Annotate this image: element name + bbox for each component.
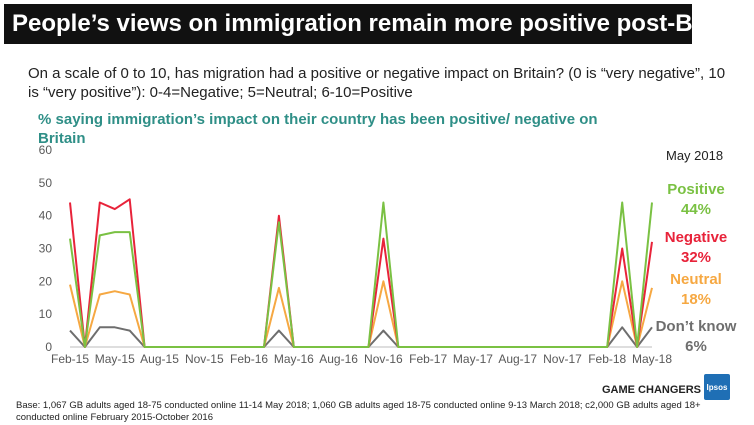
positive-callout: Positive 44% xyxy=(636,180,754,220)
x-tick-label: Nov-16 xyxy=(364,352,403,366)
y-tick-label: 0 xyxy=(45,340,52,354)
x-tick-label: May-17 xyxy=(453,352,493,366)
series-line-don-t-know xyxy=(69,326,653,348)
series-line-neutral xyxy=(69,280,653,348)
neutral-callout-value: 18% xyxy=(680,291,712,308)
x-tick-label: Feb-18 xyxy=(588,352,626,366)
y-tick-label: 10 xyxy=(39,307,53,321)
chart-title: % saying immigration’s impact on their c… xyxy=(38,111,598,147)
y-tick-label: 40 xyxy=(39,209,53,223)
series-line-positive xyxy=(69,201,653,348)
x-tick-label: Feb-17 xyxy=(409,352,447,366)
x-tick-label: Feb-15 xyxy=(51,352,89,366)
negative-callout-label: Negative xyxy=(664,229,728,246)
dont-know-callout-label: Don’t know xyxy=(655,318,737,335)
y-tick-label: 30 xyxy=(39,242,53,256)
x-tick-label: May-16 xyxy=(274,352,314,366)
y-tick-label: 60 xyxy=(39,143,53,157)
x-tick-label: May-18 xyxy=(632,352,672,366)
x-tick-label: Nov-17 xyxy=(543,352,582,366)
x-tick-label: Nov-15 xyxy=(185,352,224,366)
survey-question: On a scale of 0 to 10, has migration had… xyxy=(28,65,726,101)
x-tick-label: Aug-17 xyxy=(498,352,537,366)
x-tick-label: Aug-15 xyxy=(140,352,179,366)
side-panel-date: May 2018 xyxy=(666,148,724,163)
y-tick-label: 50 xyxy=(39,176,53,190)
x-tick-label: Feb-16 xyxy=(230,352,268,366)
ipsos-logo: Ipsos xyxy=(704,374,730,400)
footnote: Base: 1,067 GB adults aged 18-75 conduct… xyxy=(16,400,701,423)
page-title: People’s views on immigration remain mor… xyxy=(4,4,743,44)
neutral-callout: Neutral 18% xyxy=(636,270,754,310)
series-line-negative xyxy=(69,198,653,348)
positive-callout-value: 44% xyxy=(680,201,712,218)
x-tick-label: Aug-16 xyxy=(319,352,358,366)
y-tick-label: 20 xyxy=(39,274,53,288)
brand-tagline: GAME CHANGERS xyxy=(602,384,702,396)
negative-callout: Negative 32% xyxy=(636,228,754,268)
negative-callout-value: 32% xyxy=(680,249,712,266)
dont-know-callout: Don’t know 6% xyxy=(636,317,754,357)
neutral-callout-label: Neutral xyxy=(670,271,722,288)
positive-callout-label: Positive xyxy=(667,181,725,198)
dont-know-callout-value: 6% xyxy=(685,338,707,355)
x-tick-label: May-15 xyxy=(95,352,135,366)
